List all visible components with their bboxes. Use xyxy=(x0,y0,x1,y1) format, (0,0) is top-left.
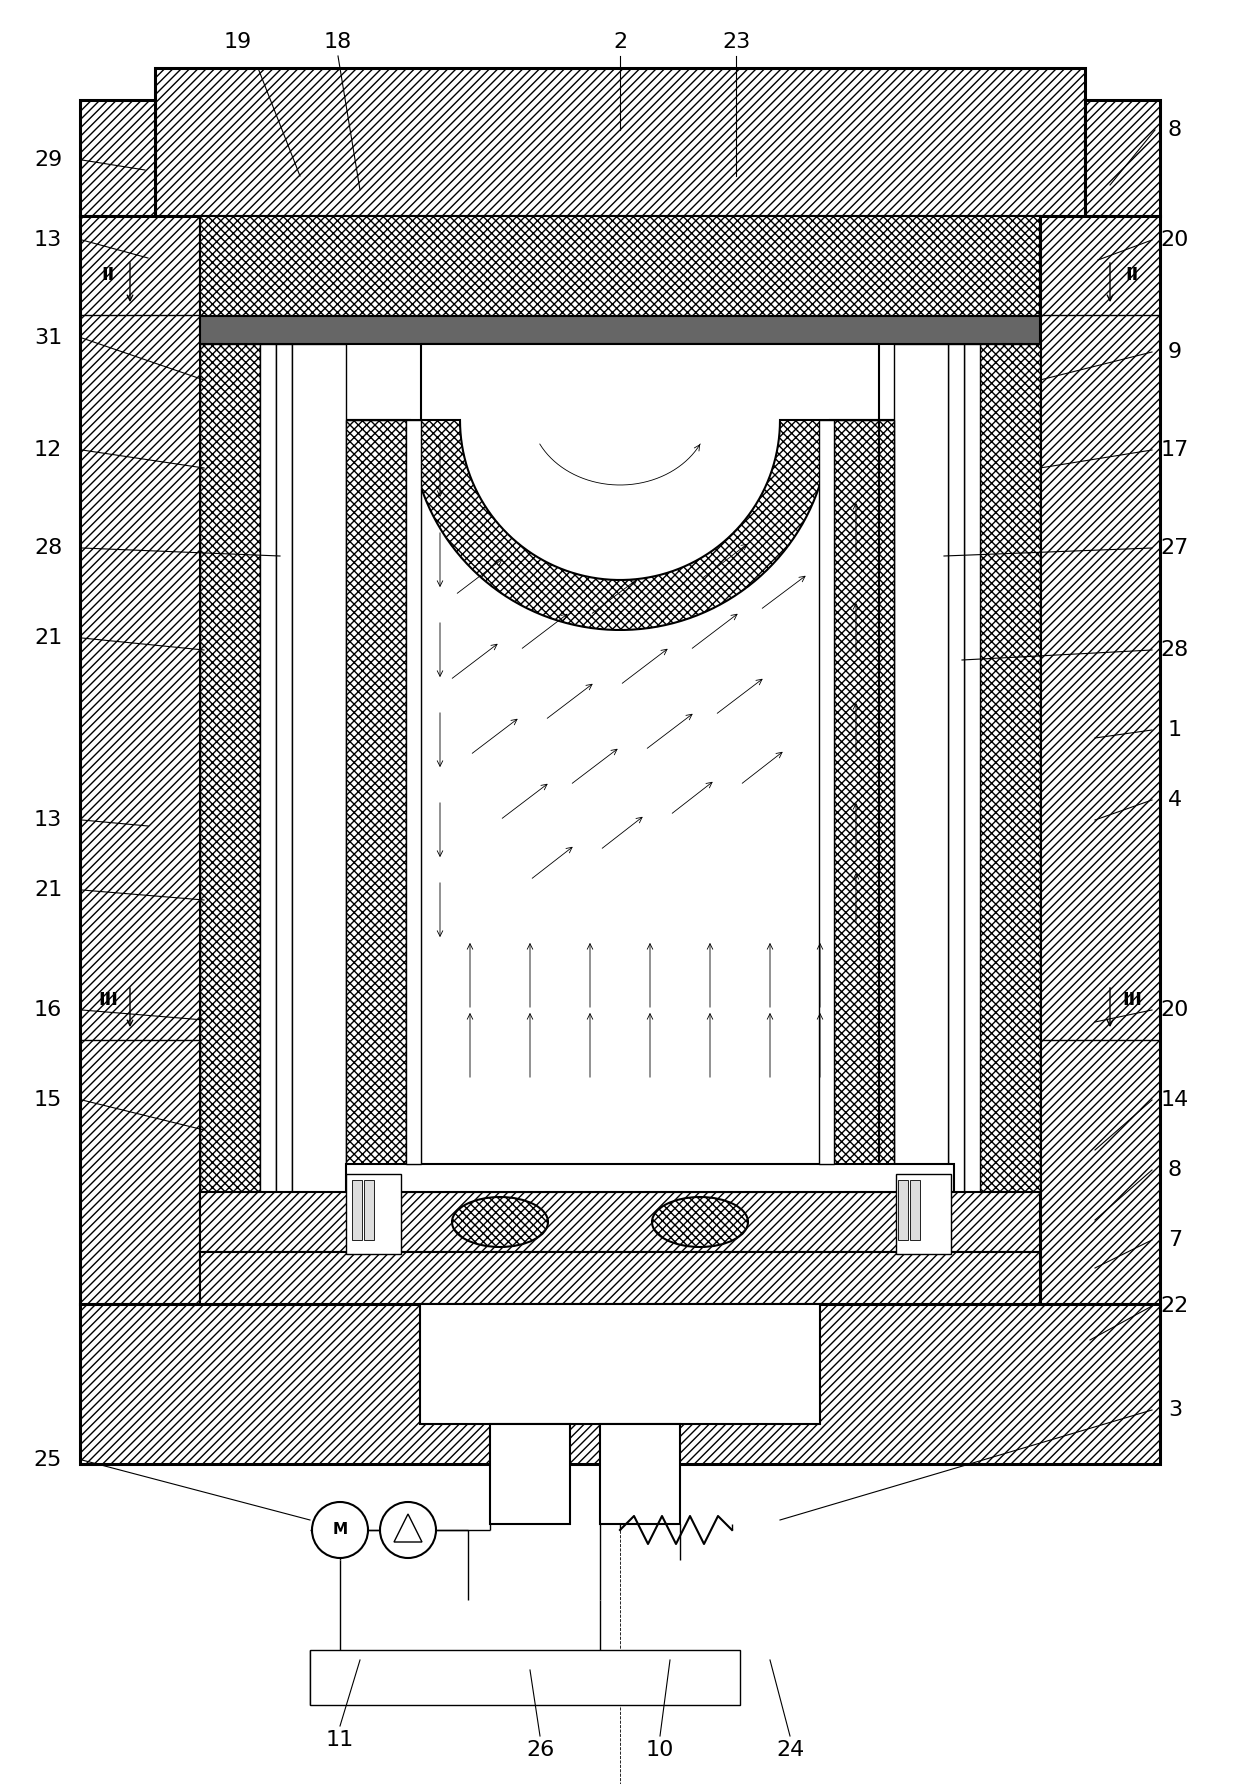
Text: 9: 9 xyxy=(1168,343,1182,362)
Bar xyxy=(600,1424,680,1524)
Bar xyxy=(910,1179,920,1240)
Text: 21: 21 xyxy=(33,628,62,648)
Bar xyxy=(422,344,879,1163)
Text: 16: 16 xyxy=(33,1001,62,1020)
Text: II: II xyxy=(102,266,114,284)
Text: 23: 23 xyxy=(722,32,750,52)
Text: 27: 27 xyxy=(1161,539,1189,558)
Bar xyxy=(200,316,1040,344)
Text: 29: 29 xyxy=(33,150,62,169)
Ellipse shape xyxy=(652,1197,748,1247)
Bar xyxy=(346,1163,954,1192)
Bar xyxy=(346,1174,401,1254)
Text: 8: 8 xyxy=(1168,120,1182,139)
Bar xyxy=(81,216,200,1304)
Bar xyxy=(155,68,1085,216)
Text: 21: 21 xyxy=(33,880,62,899)
Text: 10: 10 xyxy=(646,1739,675,1761)
Bar xyxy=(260,344,277,1243)
Ellipse shape xyxy=(453,1197,548,1247)
Text: M: M xyxy=(332,1522,347,1538)
Bar xyxy=(352,1179,362,1240)
Bar xyxy=(980,344,1040,1243)
Bar xyxy=(1040,216,1159,1304)
Bar xyxy=(200,216,1040,316)
Bar xyxy=(200,1252,1040,1304)
Bar xyxy=(835,419,894,1163)
Bar xyxy=(897,1174,951,1254)
Text: 12: 12 xyxy=(33,441,62,460)
Bar xyxy=(346,419,405,1163)
Bar xyxy=(81,1304,1159,1465)
Text: 20: 20 xyxy=(1161,230,1189,250)
Circle shape xyxy=(379,1502,436,1557)
Text: 31: 31 xyxy=(33,328,62,348)
Polygon shape xyxy=(394,1515,422,1541)
Text: 20: 20 xyxy=(1161,1001,1189,1020)
Text: 15: 15 xyxy=(33,1090,62,1110)
Text: 4: 4 xyxy=(1168,790,1182,810)
Text: 13: 13 xyxy=(33,810,62,830)
Bar xyxy=(365,1179,374,1240)
Bar xyxy=(898,1179,908,1240)
Bar xyxy=(405,419,422,1163)
Bar xyxy=(291,344,346,1243)
Text: II: II xyxy=(1126,266,1138,284)
Text: 19: 19 xyxy=(224,32,252,52)
Bar xyxy=(818,419,835,1163)
Text: 13: 13 xyxy=(33,230,62,250)
Bar xyxy=(963,344,980,1243)
Bar xyxy=(894,344,949,1243)
Text: 26: 26 xyxy=(526,1739,554,1761)
Bar xyxy=(420,1304,820,1424)
Bar xyxy=(81,100,155,216)
Bar xyxy=(1085,100,1159,216)
Text: 2: 2 xyxy=(613,32,627,52)
Bar xyxy=(277,344,291,1243)
Text: 24: 24 xyxy=(776,1739,804,1761)
Text: 28: 28 xyxy=(1161,640,1189,660)
Text: 25: 25 xyxy=(33,1450,62,1470)
Text: 1: 1 xyxy=(1168,721,1182,740)
Text: 3: 3 xyxy=(1168,1400,1182,1420)
Text: 7: 7 xyxy=(1168,1229,1182,1251)
Text: 22: 22 xyxy=(1161,1295,1189,1317)
Polygon shape xyxy=(346,419,894,630)
Text: III: III xyxy=(98,990,118,1010)
Text: 14: 14 xyxy=(1161,1090,1189,1110)
Text: 17: 17 xyxy=(1161,441,1189,460)
Bar xyxy=(490,1424,570,1524)
Bar xyxy=(200,1192,1040,1252)
Text: 11: 11 xyxy=(326,1730,355,1750)
Text: 8: 8 xyxy=(1168,1160,1182,1179)
Circle shape xyxy=(312,1502,368,1557)
Text: 28: 28 xyxy=(33,539,62,558)
Text: III: III xyxy=(1122,990,1142,1010)
Text: 18: 18 xyxy=(324,32,352,52)
Bar xyxy=(949,344,963,1243)
Bar xyxy=(310,1650,740,1706)
Bar xyxy=(200,344,260,1243)
